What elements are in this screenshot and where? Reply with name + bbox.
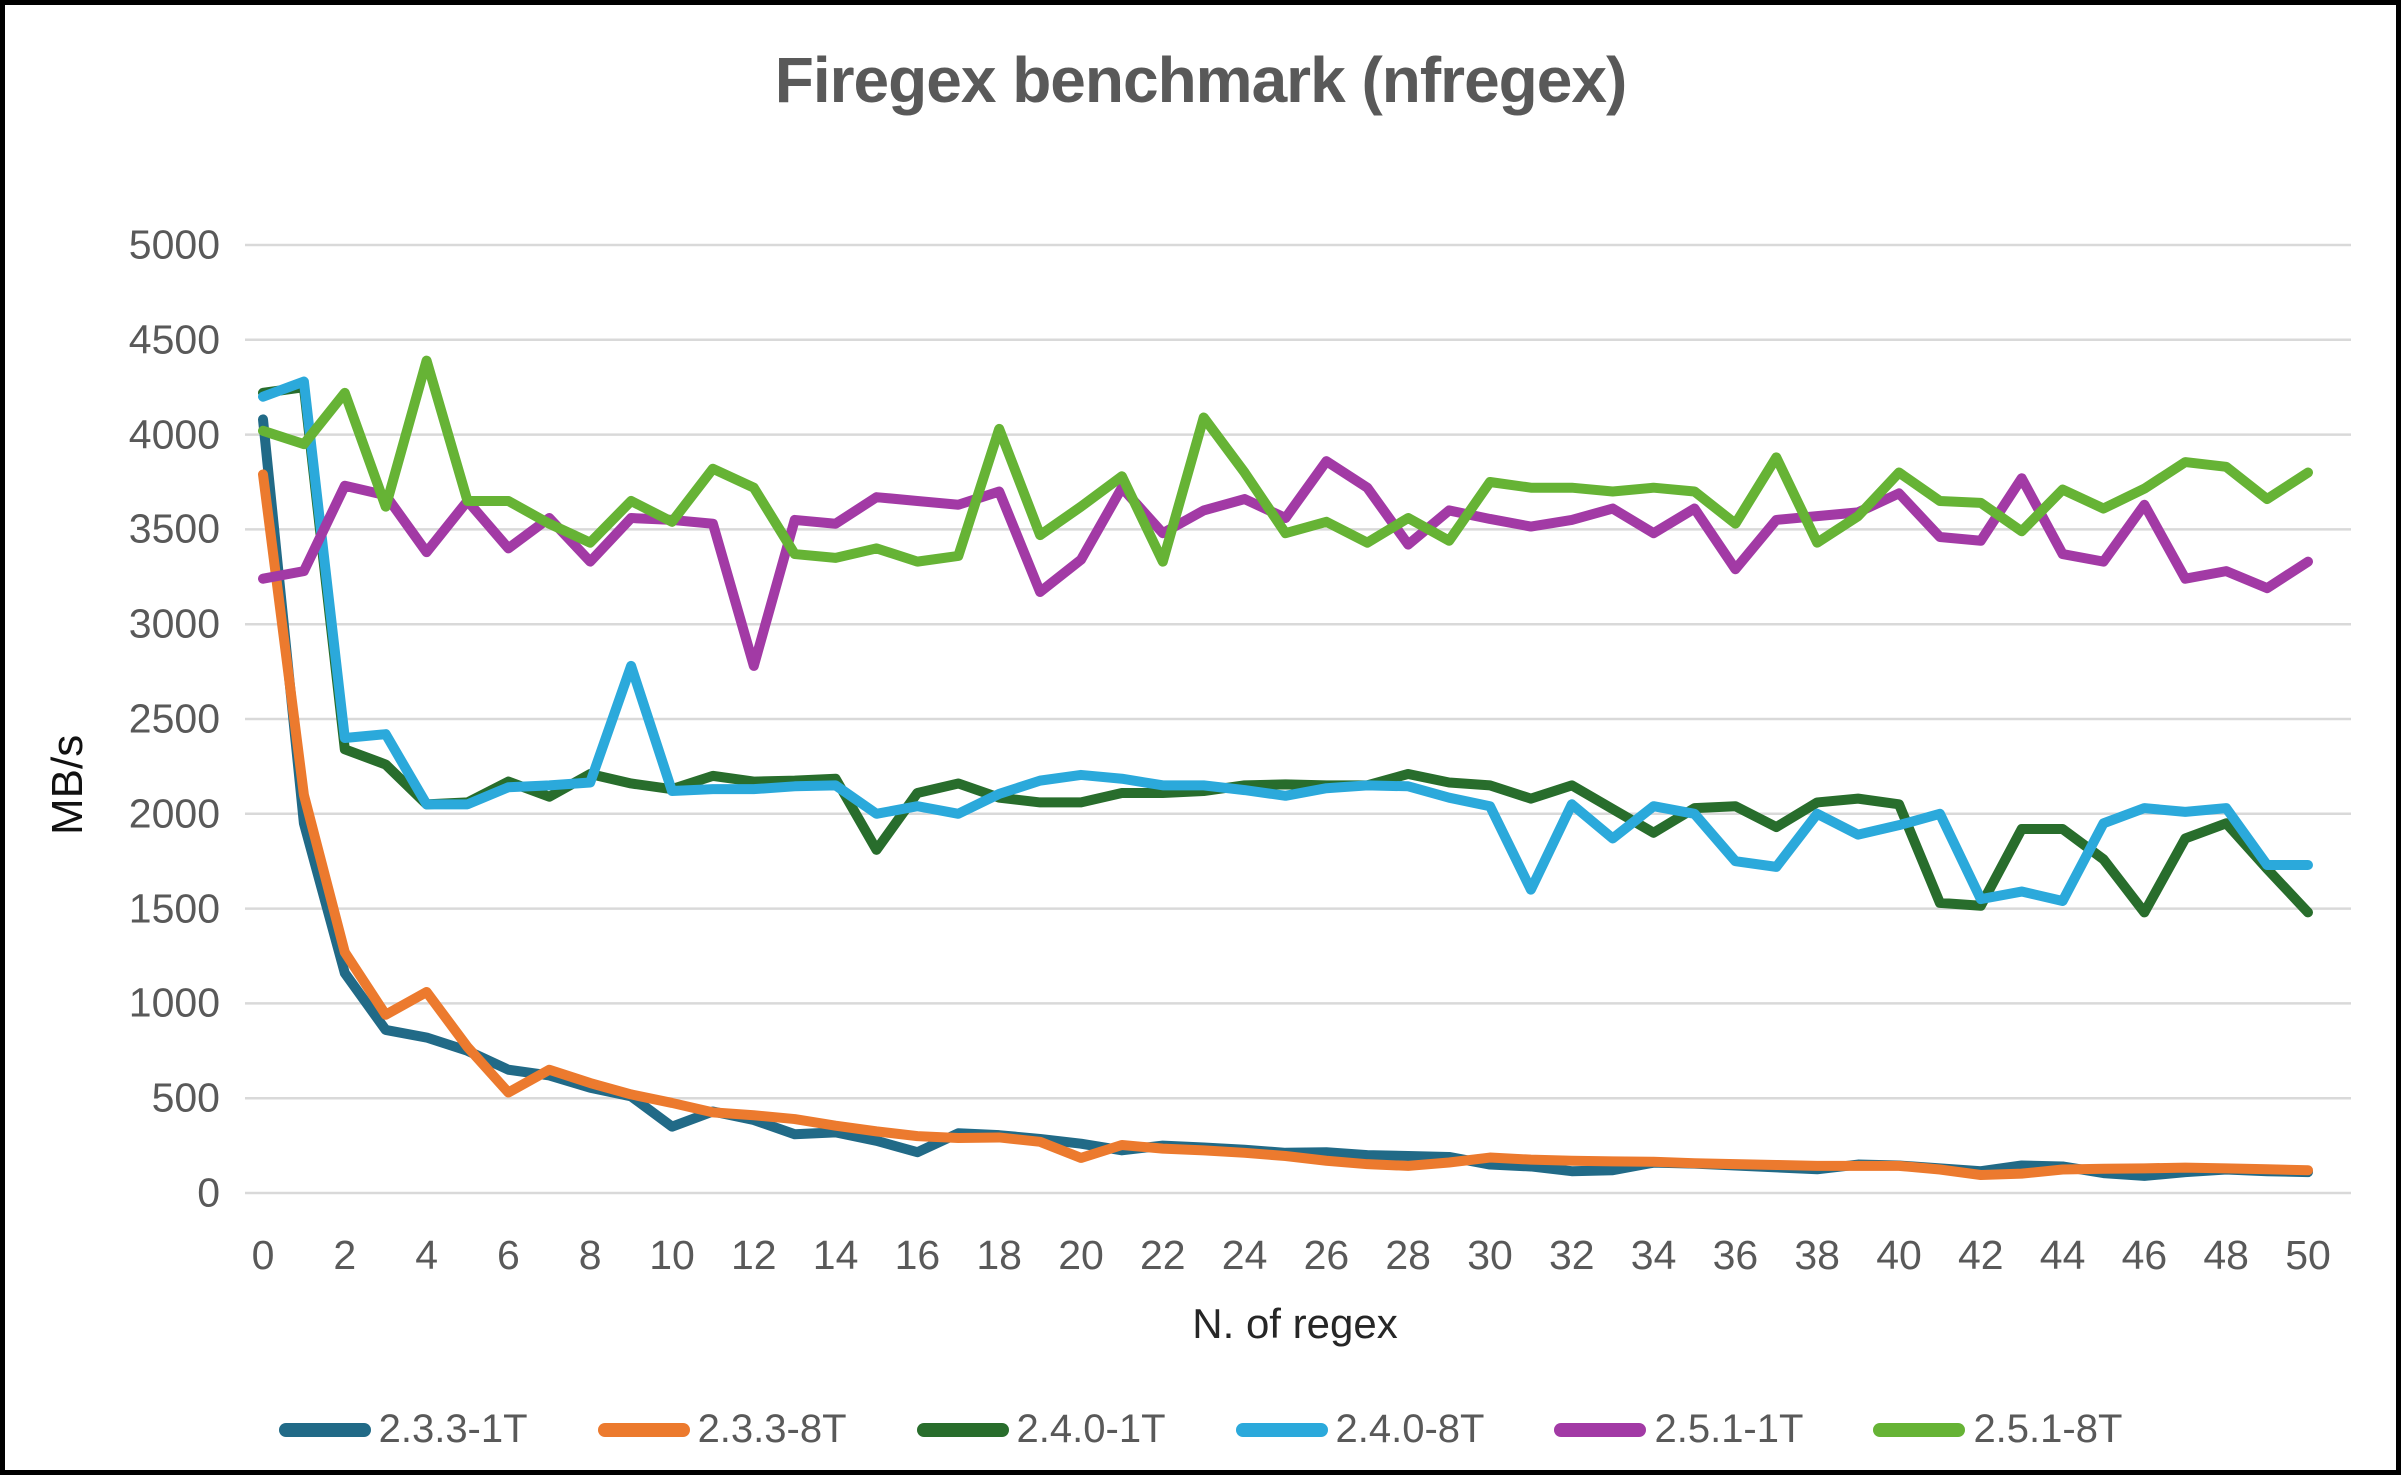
legend-item-2.5.1-8T: 2.5.1-8T — [1873, 1407, 2122, 1452]
x-tick-label-12: 12 — [730, 1232, 777, 1278]
series-line-2.4.0-8T — [258, 376, 2313, 907]
x-tick-label-22: 22 — [1139, 1232, 1186, 1278]
x-tick-label-32: 32 — [1548, 1232, 1595, 1278]
series-line-2.5.1-1T — [258, 456, 2313, 671]
legend-label-2.4.0-1T: 2.4.0-1T — [1016, 1407, 1166, 1451]
x-tick-label-20: 20 — [1058, 1232, 1104, 1278]
x-tick-label-8: 8 — [578, 1232, 602, 1278]
legend-label-2.4.0-8T: 2.4.0-8T — [1335, 1407, 1485, 1451]
x-tick-label-38: 38 — [1794, 1232, 1840, 1278]
legend-item-2.3.3-8T: 2.3.3-8T — [597, 1407, 847, 1452]
legend-item-2.4.0-1T: 2.4.0-1T — [916, 1407, 1166, 1452]
y-axis-title: MB/s — [43, 734, 92, 835]
x-tick-label-14: 14 — [812, 1232, 859, 1278]
series-line-2.5.1-8T — [258, 355, 2313, 567]
chart-legend: 2.3.3-1T 2.3.3-8T 2.4.0-1T 2.4.0-8T 2.5.1-1T… — [5, 1407, 2396, 1452]
line-chart-plot-area — [245, 243, 2351, 1195]
legend-label-2.5.1-1T: 2.5.1-1T — [1654, 1407, 1804, 1451]
y-tick-label-5000: 5000 — [128, 221, 220, 268]
y-tick-label-2000: 2000 — [128, 790, 220, 837]
y-tick-label-1500: 1500 — [128, 885, 220, 932]
x-tick-label-28: 28 — [1385, 1232, 1431, 1278]
x-tick-label-34: 34 — [1630, 1232, 1677, 1278]
x-tick-label-26: 26 — [1303, 1232, 1350, 1278]
legend-swatch-2.3.3-8T — [597, 1422, 690, 1437]
legend-label-2.5.1-8T: 2.5.1-8T — [1973, 1407, 2123, 1451]
legend-label-2.3.3-1T: 2.3.3-1T — [378, 1407, 528, 1451]
x-tick-label-6: 6 — [496, 1232, 520, 1278]
x-tick-label-42: 42 — [1957, 1232, 2004, 1278]
legend-swatch-2.5.1-1T — [1554, 1422, 1647, 1437]
series-line-2.3.3-8T — [258, 469, 2313, 1180]
x-tick-label-2: 2 — [333, 1232, 357, 1278]
legend-item-2.4.0-8T: 2.4.0-8T — [1235, 1407, 1485, 1452]
x-tick-label-44: 44 — [2039, 1232, 2086, 1278]
x-tick-label-50: 50 — [2285, 1232, 2331, 1278]
legend-swatch-2.3.3-1T — [278, 1422, 371, 1437]
y-tick-label-4000: 4000 — [128, 411, 220, 458]
legend-label-2.3.3-8T: 2.3.3-8T — [697, 1407, 847, 1451]
x-tick-label-16: 16 — [894, 1232, 941, 1278]
y-tick-label-3500: 3500 — [128, 505, 220, 552]
x-tick-label-24: 24 — [1221, 1232, 1268, 1278]
y-tick-label-1000: 1000 — [128, 979, 220, 1026]
x-tick-label-4: 4 — [415, 1232, 438, 1278]
x-axis-title: N. of regex — [1192, 1300, 1398, 1347]
y-tick-label-2500: 2500 — [128, 695, 220, 742]
legend-swatch-2.4.0-1T — [916, 1422, 1009, 1437]
y-tick-label-4500: 4500 — [128, 316, 220, 363]
y-tick-label-0: 0 — [197, 1169, 220, 1216]
y-tick-label-3000: 3000 — [128, 600, 220, 647]
series-line-2.4.0-1T — [258, 382, 2313, 918]
legend-item-2.5.1-1T: 2.5.1-1T — [1554, 1407, 1803, 1452]
x-tick-label-40: 40 — [1876, 1232, 1922, 1278]
legend-item-2.3.3-1T: 2.3.3-1T — [278, 1407, 528, 1452]
x-tick-label-30: 30 — [1467, 1232, 1513, 1278]
y-tick-label-500: 500 — [151, 1074, 220, 1121]
x-tick-label-48: 48 — [2203, 1232, 2249, 1278]
x-tick-label-18: 18 — [976, 1232, 1022, 1278]
x-tick-label-0: 0 — [251, 1232, 275, 1278]
x-tick-label-36: 36 — [1712, 1232, 1759, 1278]
x-tick-label-10: 10 — [649, 1232, 695, 1278]
chart-title: Firegex benchmark (nfregex) — [774, 44, 1628, 116]
x-tick-label-46: 46 — [2121, 1232, 2168, 1278]
legend-swatch-2.5.1-8T — [1873, 1422, 1966, 1437]
legend-swatch-2.4.0-8T — [1235, 1422, 1328, 1437]
